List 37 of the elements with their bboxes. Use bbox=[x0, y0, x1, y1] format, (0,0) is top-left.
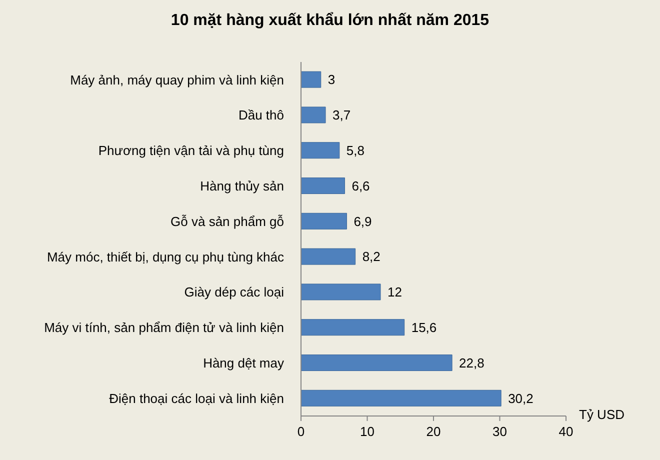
bar bbox=[301, 212, 347, 230]
bar bbox=[301, 106, 326, 124]
bar bbox=[301, 390, 502, 406]
data-label: 22,8 bbox=[459, 355, 484, 370]
y-tick-label: Giày dép các loại bbox=[184, 284, 284, 300]
data-label: 15,6 bbox=[411, 320, 437, 335]
y-tick-label: Hàng thủy sản bbox=[200, 178, 284, 194]
y-tick-label: Máy vi tính, sản phẩm điện tử và linh kiện bbox=[44, 320, 284, 336]
bar bbox=[301, 284, 381, 300]
x-tick-label: 0 bbox=[297, 424, 305, 440]
bar bbox=[301, 319, 405, 336]
chart-title: 10 mặt hàng xuất khẩu lớn nhất năm 2015 bbox=[170, 12, 490, 30]
x-tick-label: 30 bbox=[492, 424, 507, 440]
data-label: 30,2 bbox=[508, 390, 534, 406]
y-tick-label: Máy ảnh, máy quay phim và linh kiện bbox=[70, 72, 284, 88]
data-label: 3,7 bbox=[332, 108, 351, 123]
y-tick-label: Dầu thô bbox=[238, 108, 284, 123]
bar bbox=[301, 354, 452, 372]
y-tick-label: Máy móc, thiết bị, dụng cụ phụ tùng khác bbox=[46, 249, 284, 264]
y-tick-label: Phương tiện vận tải và phụ tùng bbox=[98, 143, 284, 158]
y-tick-label: Gỗ và sản phẩm gỗ bbox=[170, 214, 284, 229]
bar bbox=[301, 71, 322, 88]
data-label: 3 bbox=[328, 72, 336, 88]
x-tick-label: 10 bbox=[360, 424, 374, 440]
x-axis-title: Tỷ USD bbox=[579, 407, 624, 422]
data-label: 6,6 bbox=[352, 178, 370, 194]
data-label: 12 bbox=[388, 284, 402, 300]
x-tick-label: 20 bbox=[426, 424, 441, 440]
data-label: 8,2 bbox=[362, 249, 380, 264]
bar bbox=[301, 248, 356, 265]
data-label: 5,8 bbox=[346, 142, 365, 158]
bar bbox=[301, 142, 340, 159]
data-label: 6,9 bbox=[354, 214, 372, 229]
y-tick-label: Điện thoại các loại và linh kiện bbox=[109, 390, 284, 406]
x-tick-label: 40 bbox=[558, 424, 574, 440]
bar bbox=[301, 178, 345, 194]
y-tick-label: Hàng dệt may bbox=[203, 356, 284, 371]
